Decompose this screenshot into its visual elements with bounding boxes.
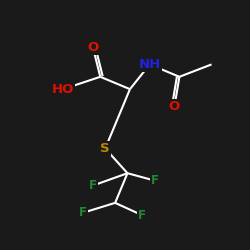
Text: F: F (138, 209, 146, 222)
Text: O: O (87, 41, 99, 54)
Text: NH: NH (138, 58, 161, 71)
Text: S: S (100, 142, 110, 155)
Text: F: F (89, 179, 97, 192)
Text: F: F (79, 206, 87, 219)
Text: F: F (151, 174, 159, 187)
Text: HO: HO (52, 83, 74, 96)
Text: O: O (169, 100, 180, 113)
